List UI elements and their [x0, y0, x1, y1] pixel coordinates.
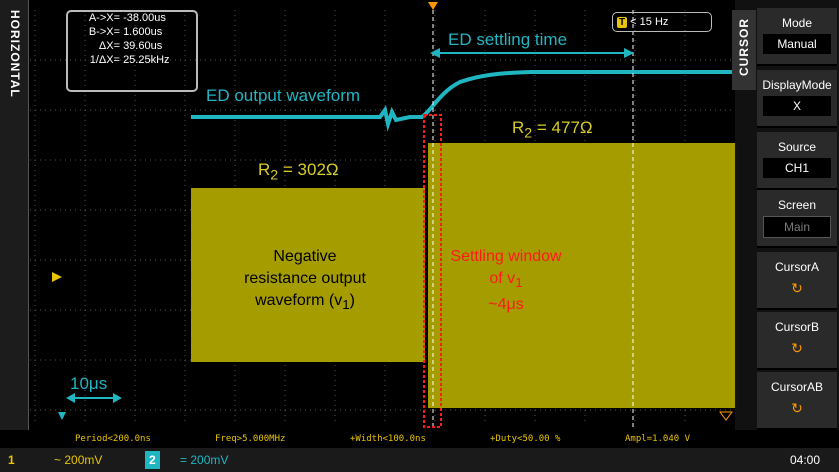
tab-label: CURSOR [737, 18, 751, 77]
measurement: +Width<100.0ns [350, 434, 426, 444]
text: 1 [515, 275, 523, 291]
ch1-marker [52, 272, 62, 282]
text: Negative [273, 248, 337, 265]
channel-number: 2 [145, 451, 160, 469]
readout-label: ΔX= [98, 40, 120, 52]
text: of v [489, 270, 516, 287]
text: 1 [342, 297, 350, 313]
horizontal-tab[interactable]: HORIZONTAL [0, 0, 29, 430]
status-bar: 1 ~ 200mV 2 = 200mV 04:00 [0, 448, 839, 472]
readout-row: 1/ΔX= 25.25kHz [68, 54, 196, 68]
readout-value: 25.25kHz [123, 54, 170, 66]
readout-value: -38.00us [123, 12, 166, 24]
trigger-level [719, 411, 733, 421]
menu-title: DisplayMode [762, 78, 832, 92]
menu-value: Manual [763, 34, 831, 54]
menu-title: Source [777, 140, 817, 154]
text-line: of v1 [436, 268, 576, 294]
channel-scale[interactable]: ~ 200mV [54, 453, 103, 467]
text: resistance output [244, 270, 366, 287]
menu-title: Mode [781, 16, 813, 30]
readout-label: B->X= [88, 26, 120, 38]
measurement: Ampl=1.040 V [625, 434, 691, 444]
menu-item[interactable]: CursorA ↻ [757, 252, 837, 310]
text: ) [349, 292, 355, 309]
menu-title: CursorAB [770, 380, 823, 394]
menu-item[interactable]: Source CH1 [757, 132, 837, 190]
trigger-icon: T [617, 17, 628, 28]
readout-label: A->X= [88, 12, 120, 24]
settling-window [423, 114, 442, 428]
text-line: waveform (v1) [200, 290, 410, 316]
readout-row: B->X= 1.600us [68, 26, 196, 40]
text: = 477Ω [532, 118, 593, 137]
menu-item[interactable]: CursorB ↻ [757, 312, 837, 370]
annotation: ED settling time [448, 30, 568, 49]
ch2-marker [58, 412, 66, 420]
annotation: R2 = 477Ω [512, 118, 593, 141]
annotation: ED output waveform [206, 86, 361, 105]
text: ~4μs [488, 296, 524, 314]
annotation: 10μs [70, 374, 108, 393]
trigger-text: < 15 Hz [630, 16, 669, 28]
annotation: Settling window of v1 ~4μs [436, 246, 576, 316]
trigger-status: T < 15 Hz [612, 12, 712, 32]
side-label: HORIZONTAL [8, 10, 22, 98]
ed-waveform [191, 70, 735, 132]
trigger-marker [428, 2, 438, 10]
readout-row: ΔX= 39.60us [68, 40, 196, 54]
channel-scale[interactable]: = 200mV [180, 453, 229, 467]
measurement: Freq>5.000MHz [215, 434, 286, 444]
menu-value: X [763, 96, 831, 116]
arrow-head [430, 48, 440, 58]
menu-item[interactable]: Screen Main [757, 190, 837, 248]
measurement: +Duty<50.00 % [490, 434, 561, 444]
menu-tab[interactable]: CURSOR [732, 10, 756, 90]
menu-title: CursorB [774, 320, 819, 334]
menu-item[interactable]: CursorAB ↻ [757, 372, 837, 430]
readout-value: 1.600us [123, 26, 163, 38]
channel-number: 1 [8, 453, 15, 467]
readout-value: 39.60us [123, 40, 163, 52]
cursor-readout: A->X= -38.00us B->X= 1.600us ΔX= 39.60us… [66, 10, 198, 92]
measurement: Period<200.0ns [75, 434, 151, 444]
text: 2 [270, 167, 279, 184]
annotation: Negative resistance output waveform (v1) [200, 246, 410, 316]
knob-icon: ↻ [791, 400, 803, 416]
arrow-head [624, 48, 634, 58]
arrow-head [113, 393, 122, 403]
text: Settling window [450, 248, 562, 265]
annotation: R2 = 302Ω [258, 160, 339, 183]
text: waveform (v [255, 292, 343, 309]
waveform-high [428, 143, 735, 408]
menu-value: Main [763, 216, 831, 238]
clock: 04:00 [790, 453, 821, 467]
menu-title: CursorA [774, 260, 819, 274]
readout-row: A->X= -38.00us [68, 12, 196, 26]
text: = 302Ω [278, 160, 339, 179]
menu-value: CH1 [763, 158, 831, 178]
menu-title: Screen [777, 198, 817, 212]
knob-icon: ↻ [791, 340, 803, 356]
text: R [258, 160, 271, 179]
text: R [512, 118, 525, 137]
menu-item[interactable]: DisplayMode X [757, 70, 837, 128]
waveform-low [191, 188, 425, 362]
arrow-head [66, 393, 75, 403]
readout-label: 1/ΔX= [89, 54, 120, 66]
knob-icon: ↻ [791, 280, 803, 296]
menu-item[interactable]: Mode Manual [757, 8, 837, 66]
text: 2 [524, 125, 533, 142]
